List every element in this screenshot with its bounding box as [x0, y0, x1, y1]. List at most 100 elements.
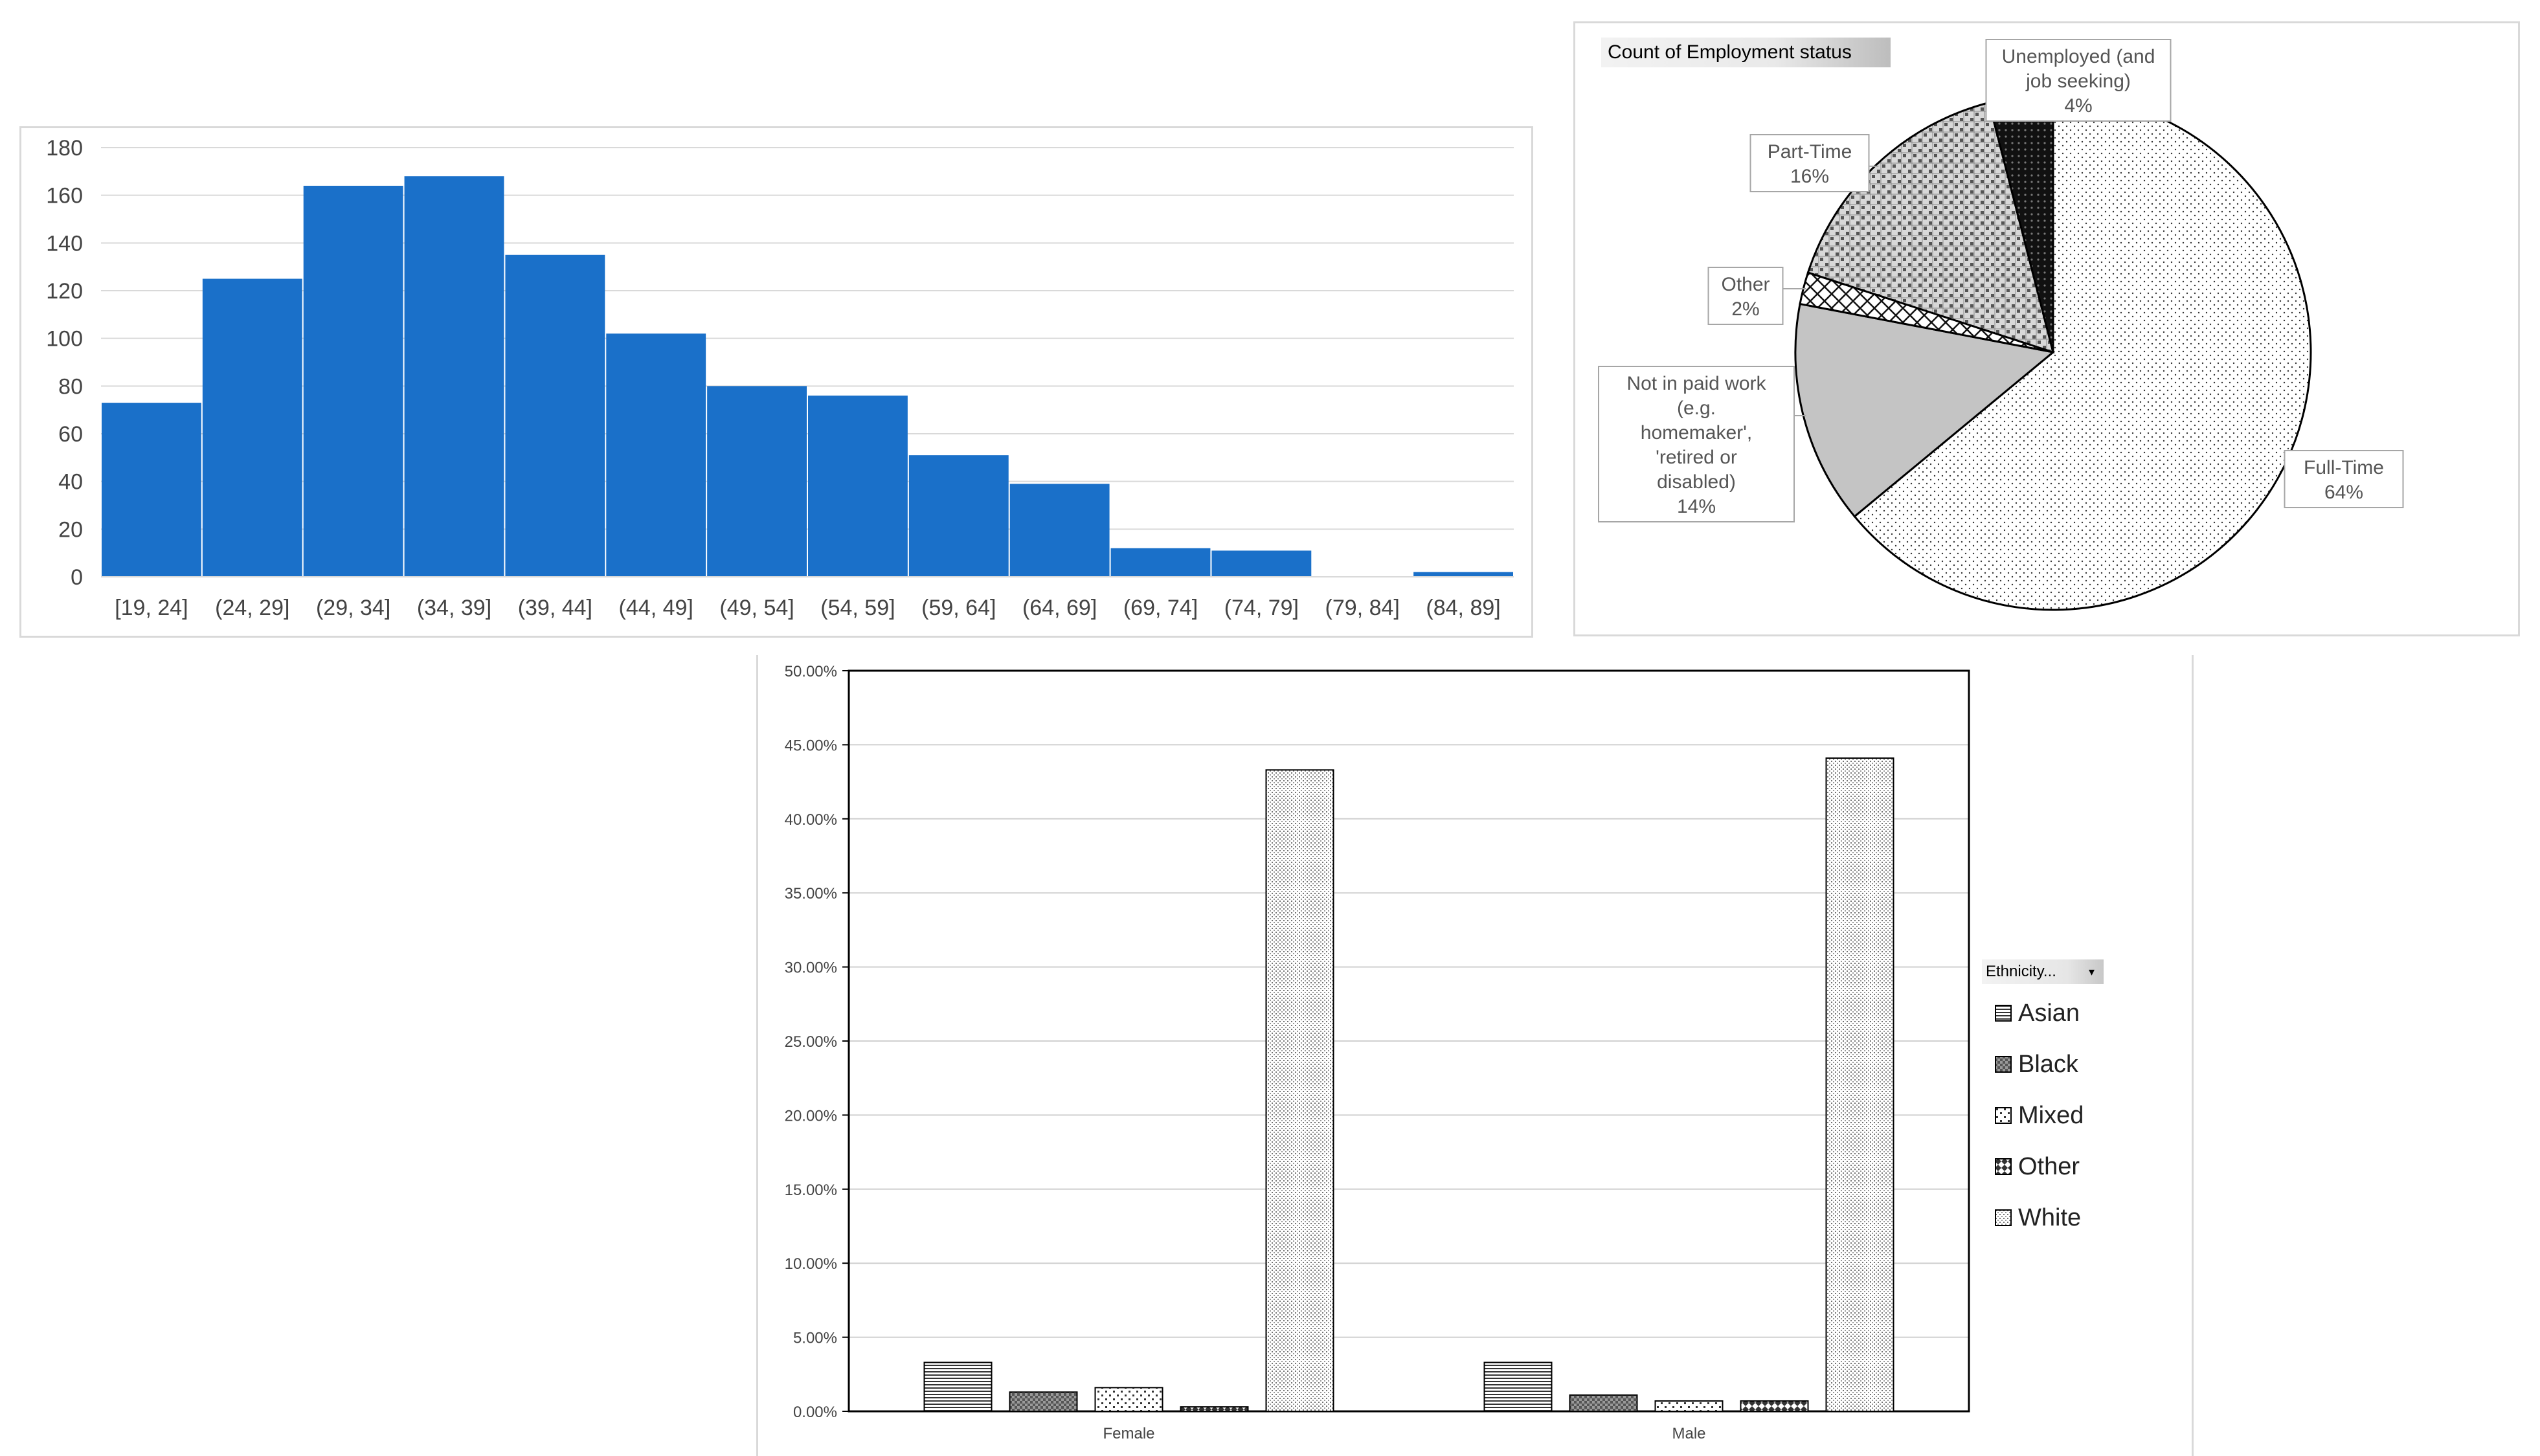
employment-pie-chart: Full-Time 64% Not in paid work (e.g. homemak…: [1598, 39, 2404, 611]
pie-slice: [1806, 101, 2055, 354]
legend-label: Other: [2018, 1152, 2080, 1180]
legend-item-asian[interactable]: Asian: [1995, 997, 2080, 1029]
histogram-bar: [1413, 572, 1513, 577]
ethnicity-bar-panel: 0.00% 5.00% 10.00% 15.00% 20.00% 25.00% 30.00%…: [756, 655, 2194, 1456]
x-tick-label: (24, 29]: [215, 596, 289, 620]
legend-item-mixed[interactable]: Mixed: [1995, 1099, 2084, 1132]
pie-label-box: [1749, 134, 1870, 192]
y-tick-label: 80: [58, 374, 83, 399]
ethnicity-bar-chart: 0.00% 5.00% 10.00% 15.00% 20.00% 25.00% 30.00%…: [785, 663, 1970, 1442]
pie-label-text: 16%: [1790, 166, 1829, 187]
pie-data-label: Unemployed (and job seeking) 4%: [1985, 39, 2172, 122]
y-tick-label: 5.00%: [793, 1330, 837, 1347]
pie-label-box: [2284, 450, 2404, 508]
legend-label: Mixed: [2018, 1101, 2084, 1129]
y-tick-label: 15.00%: [785, 1182, 837, 1199]
legend-label: Black: [2018, 1050, 2078, 1078]
x-tick-label: (39, 44]: [518, 596, 592, 620]
legend-item-white[interactable]: White: [1995, 1202, 2081, 1234]
bar-other: [1180, 1406, 1249, 1412]
histogram-bar: [908, 455, 1009, 577]
histogram-bar: [505, 254, 605, 577]
y-tick-label: 40.00%: [785, 811, 837, 829]
legend-swatch-icon: [1995, 1056, 2012, 1073]
pie-label-text: Other: [1721, 274, 1770, 295]
pie-data-label: Other 2%: [1707, 267, 1784, 325]
pie-label-text: 14%: [1677, 496, 1716, 517]
bar-mixed: [1654, 1400, 1724, 1413]
legend-label: Asian: [2018, 999, 2080, 1027]
bar-asian: [1483, 1361, 1553, 1412]
x-tick-label: (69, 74]: [1123, 596, 1198, 620]
histogram-bar: [707, 386, 807, 577]
y-tick-label: 0: [71, 565, 83, 590]
x-tick-label: (54, 59]: [820, 596, 895, 620]
y-tick-label: 120: [46, 279, 83, 304]
age-histogram-panel: 0 20 40 60 80 100 120 140 160 180 [19, 24] (24, 29]…: [19, 126, 1533, 638]
plot-area-border: [848, 669, 1970, 1413]
legend-swatch-icon: [1995, 1158, 2012, 1175]
x-category-label: Male: [1672, 1425, 1705, 1442]
pie-label-text: homemaker',: [1641, 422, 1752, 443]
histogram-bar: [1110, 548, 1211, 577]
y-tick-label: 140: [46, 231, 83, 256]
pie-field-header[interactable]: Count of Employment status: [1601, 38, 1891, 67]
legend-filter-label: Ethnicity...: [1986, 963, 2056, 980]
y-tick-label: 100: [46, 327, 83, 352]
y-tick-label: 45.00%: [785, 737, 837, 754]
x-tick-label: (29, 34]: [316, 596, 390, 620]
y-tick-label: 35.00%: [785, 885, 837, 902]
x-tick-label: [19, 24]: [115, 596, 188, 620]
y-tick-label: 40: [58, 470, 83, 495]
pie-label-text: Unemployed (and: [2002, 46, 2155, 67]
age-histogram-chart: 0 20 40 60 80 100 120 140 160 180 [19, 24] (24, 29]…: [46, 136, 1514, 620]
employment-pie-panel: Count of Employment status Full-Time 64% N…: [1573, 21, 2520, 636]
pie-label-text: 4%: [2064, 95, 2092, 117]
dropdown-arrow-icon: ▾: [2088, 965, 2095, 978]
pie-label-text: 64%: [2324, 482, 2363, 503]
bar-other: [1740, 1400, 1809, 1413]
histogram-bar: [404, 176, 504, 577]
y-tick-label: 20.00%: [785, 1107, 837, 1125]
x-tick-label: (79, 84]: [1325, 596, 1400, 620]
y-tick-label: 0.00%: [793, 1404, 837, 1421]
histogram-bar: [202, 278, 302, 577]
legend-item-other[interactable]: Other: [1995, 1150, 2080, 1183]
bar-white: [1265, 769, 1334, 1412]
pie-data-label: Part-Time 16%: [1749, 134, 1870, 192]
bar-mixed: [1094, 1387, 1163, 1412]
x-tick-label: (59, 64]: [921, 596, 996, 620]
pie-label-text: 2%: [1731, 298, 1759, 320]
x-tick-label: (34, 39]: [417, 596, 491, 620]
pie-label-box: [1985, 39, 2172, 122]
legend-swatch-icon: [1995, 1107, 2012, 1124]
pie-label-box: [1598, 366, 1795, 522]
x-tick-label: (74, 79]: [1224, 596, 1299, 620]
bar-asian: [923, 1361, 993, 1412]
y-tick-label: 160: [46, 184, 83, 208]
y-tick-label: 180: [46, 136, 83, 161]
histogram-bar: [303, 185, 403, 577]
pie-label-text: Full-Time: [2304, 457, 2384, 478]
bar-white: [1825, 757, 1894, 1412]
pie-label-text: Part-Time: [1768, 141, 1852, 162]
pie-label-box: [1707, 267, 1784, 325]
pie-label-text: job seeking): [2025, 71, 2131, 92]
pie-label-text: Not in paid work: [1626, 373, 1766, 394]
histogram-bar: [808, 396, 908, 577]
y-tick-label: 50.00%: [785, 663, 837, 680]
y-tick-label: 30.00%: [785, 959, 837, 977]
pie-data-label: Full-Time 64%: [2284, 450, 2404, 508]
pie-data-label: Not in paid work (e.g. homemaker', 'retired…: [1598, 366, 1795, 522]
legend-filter-button[interactable]: Ethnicity... ▾: [1982, 959, 2104, 984]
legend-item-black[interactable]: Black: [1995, 1048, 2078, 1081]
x-tick-label: (49, 54]: [719, 596, 794, 620]
legend-swatch-icon: [1995, 1005, 2012, 1022]
histogram-bar: [1211, 550, 1312, 577]
legend-swatch-icon: [1995, 1209, 2012, 1226]
y-tick-label: 20: [58, 517, 83, 542]
bar-black: [1569, 1394, 1638, 1413]
histogram-bar: [102, 403, 201, 577]
x-tick-label: (64, 69]: [1022, 596, 1097, 620]
x-category-label: Female: [1103, 1425, 1154, 1442]
